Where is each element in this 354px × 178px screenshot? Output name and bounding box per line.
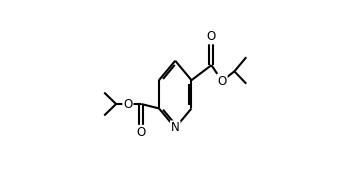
Text: O: O bbox=[217, 75, 227, 88]
Text: N: N bbox=[171, 121, 179, 134]
Text: O: O bbox=[123, 98, 132, 111]
Text: O: O bbox=[207, 30, 216, 43]
Text: O: O bbox=[137, 126, 146, 139]
